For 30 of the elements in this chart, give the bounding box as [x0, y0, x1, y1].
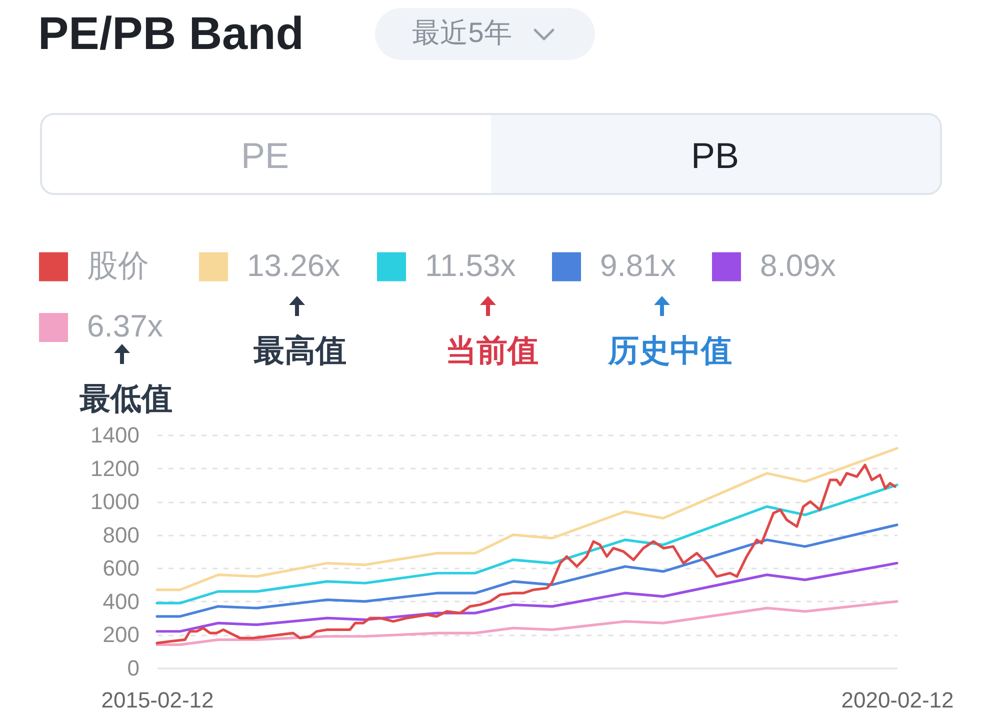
line-series [156, 600, 898, 646]
x-tick-label: 2020-02-12 [841, 688, 954, 712]
line-series [156, 464, 896, 644]
line-series [156, 447, 898, 592]
text: 最近5年 [411, 16, 513, 50]
x-tick-label: 2015-02-12 [101, 688, 214, 712]
legend-label: 13.26x [247, 248, 341, 283]
y-tick-label: 0 [127, 656, 140, 680]
text: PE [240, 135, 290, 177]
legend-label: 8.09x [760, 248, 836, 283]
y-tick-label: 200 [102, 622, 140, 648]
line-series [156, 484, 898, 604]
line-series [156, 562, 898, 633]
text: 当前值 [446, 333, 538, 368]
text: 最高值 [252, 332, 348, 370]
legend-label: 9.81x [600, 248, 676, 283]
legend-label: 股价 [87, 248, 149, 283]
y-tick-label: 400 [102, 588, 140, 614]
text: PB [690, 135, 740, 177]
y-tick-label: 800 [102, 522, 140, 548]
legend-label: 6.37x [87, 308, 164, 344]
y-tick-label: 1000 [90, 489, 140, 514]
line-series [156, 524, 898, 618]
text: 最低值 [78, 380, 174, 418]
text: 历史中值 [606, 332, 733, 370]
legend-label: 11.53x [425, 248, 516, 283]
y-tick-label: 1200 [90, 456, 140, 481]
chart-title: PE/PB Band [38, 6, 304, 60]
y-tick-label: 1400 [90, 422, 140, 448]
y-tick-label: 600 [102, 556, 140, 581]
